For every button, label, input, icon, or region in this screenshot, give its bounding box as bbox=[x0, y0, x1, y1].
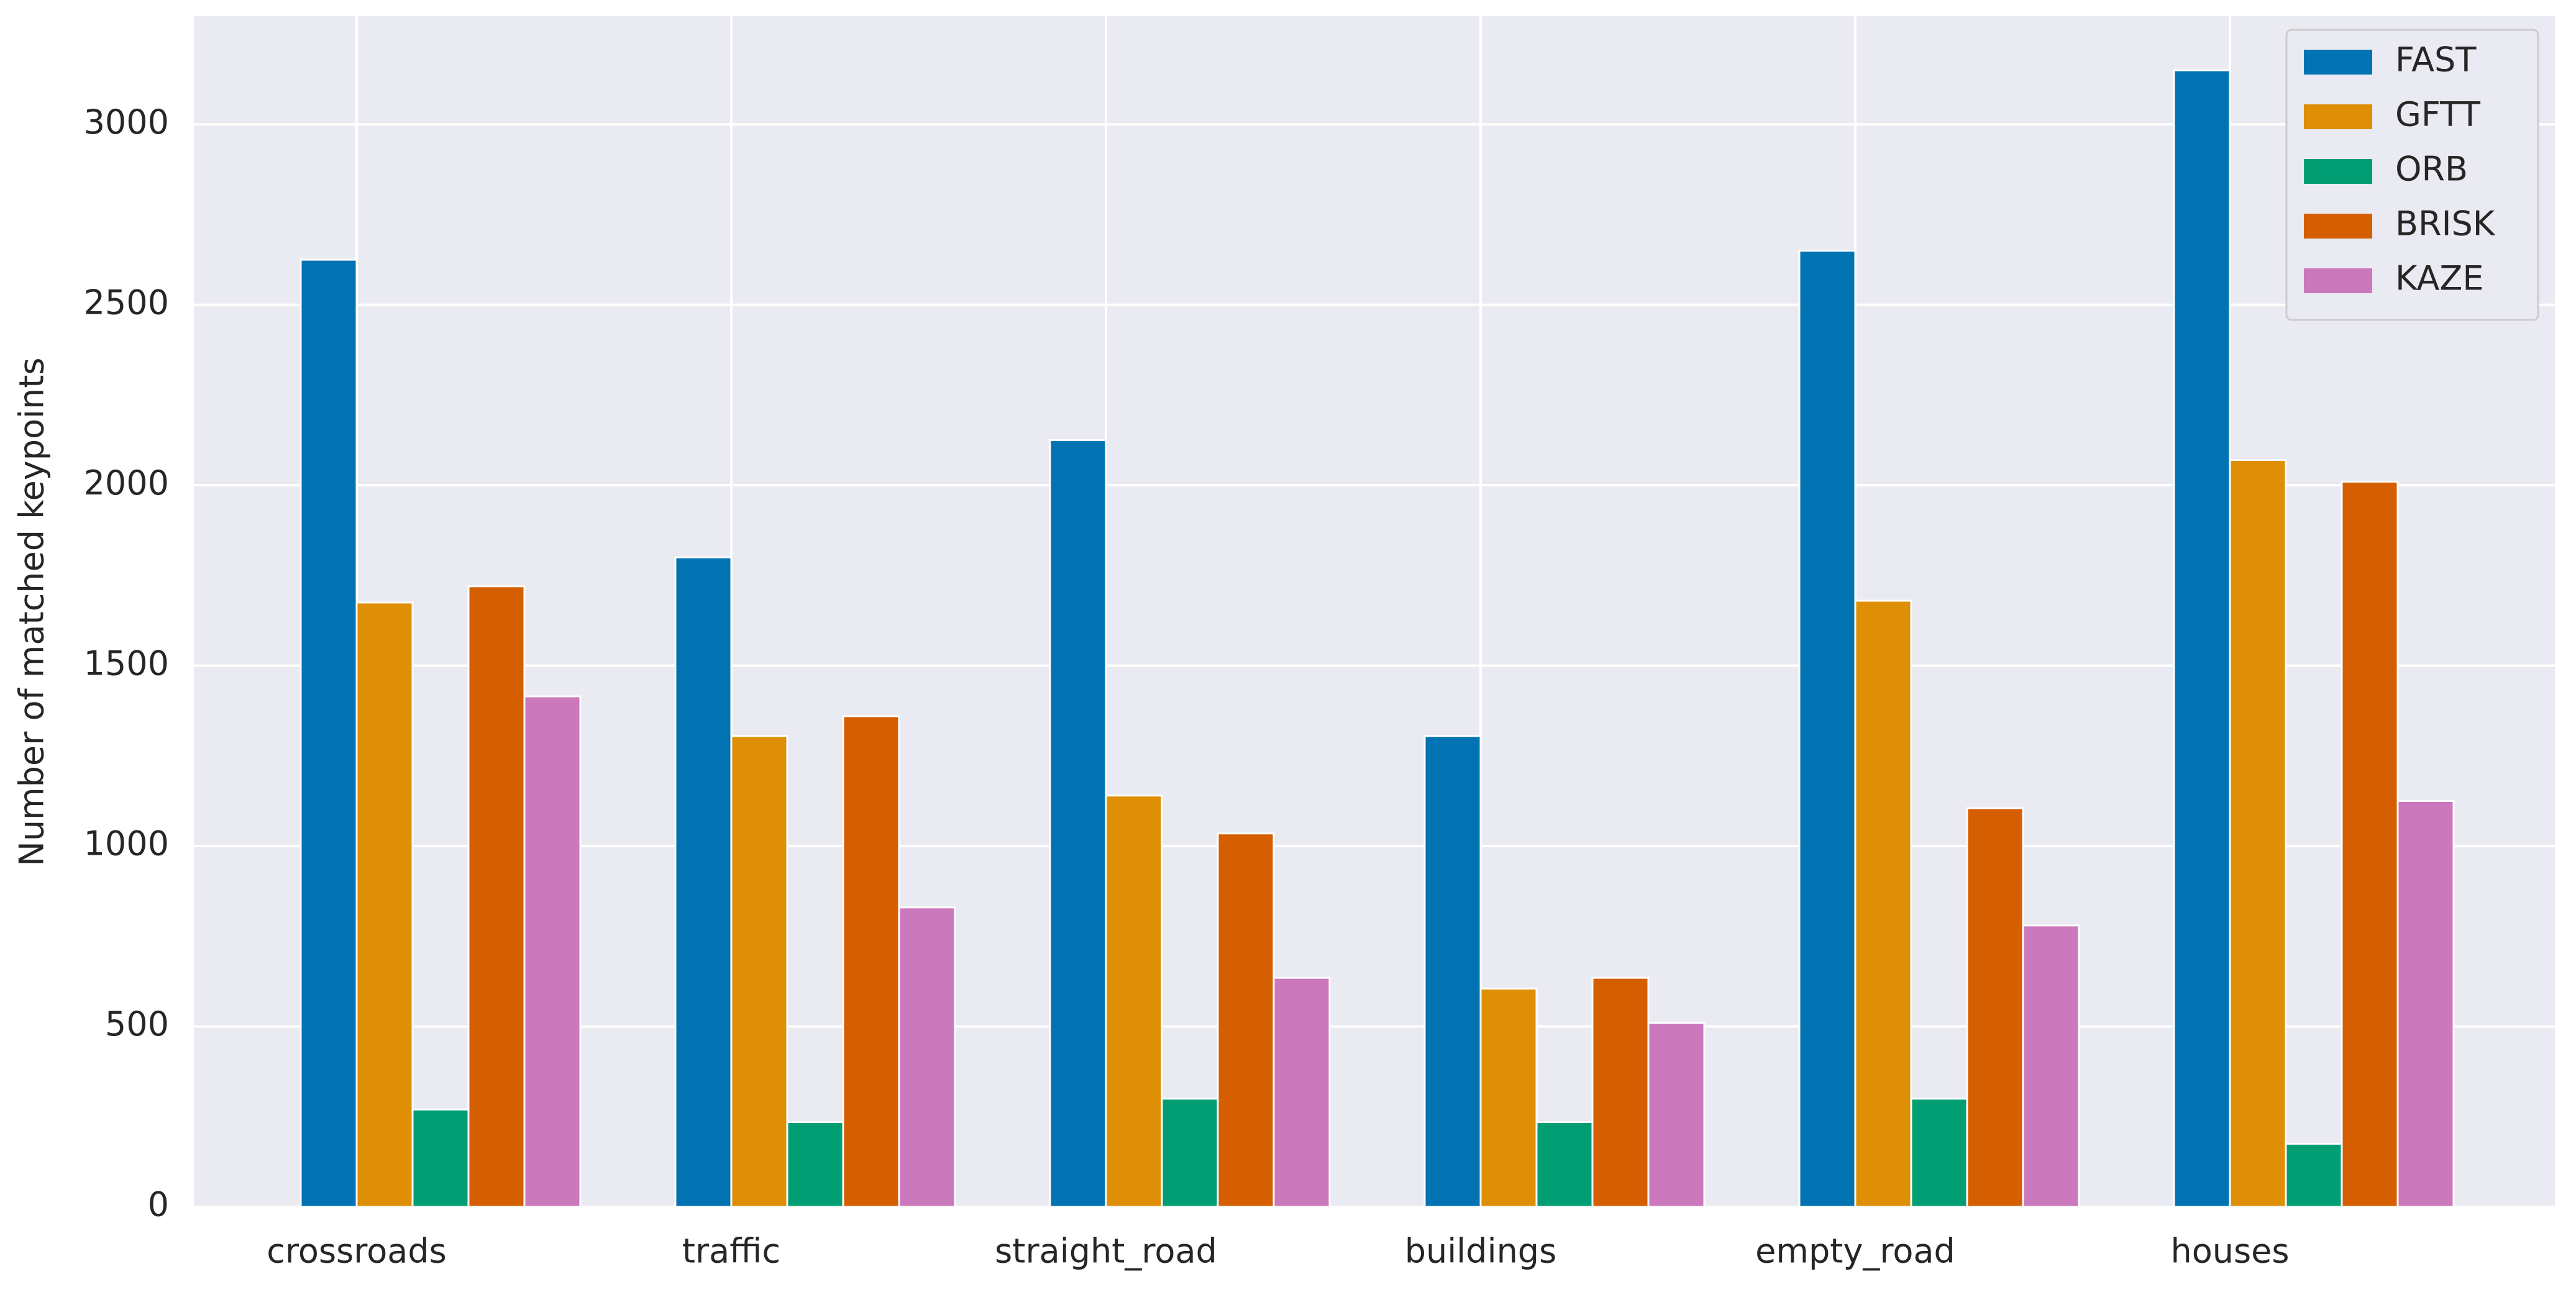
y-tick-label: 0 bbox=[148, 1185, 169, 1224]
x-tick-label: crossroads bbox=[267, 1232, 447, 1271]
x-tick-label: buildings bbox=[1405, 1232, 1556, 1271]
bar bbox=[1161, 1098, 1219, 1208]
legend-label: FAST bbox=[2395, 40, 2477, 80]
bar bbox=[2341, 480, 2399, 1208]
bar bbox=[2396, 799, 2455, 1208]
bar bbox=[1049, 439, 1107, 1208]
x-tick-label: straight_road bbox=[995, 1232, 1217, 1271]
legend-swatch bbox=[2304, 50, 2372, 75]
bar bbox=[523, 695, 582, 1208]
bar bbox=[299, 258, 358, 1208]
legend-swatch bbox=[2304, 214, 2372, 239]
x-tick-label: houses bbox=[2171, 1232, 2290, 1271]
bar bbox=[1910, 1098, 1968, 1208]
bar bbox=[1479, 988, 1538, 1208]
y-tick-label: 3000 bbox=[84, 102, 169, 142]
y-tick-label: 2000 bbox=[84, 463, 169, 503]
x-tick-label: traffic bbox=[682, 1232, 780, 1271]
y-tick-label: 2500 bbox=[84, 283, 169, 322]
legend-label: KAZE bbox=[2395, 259, 2484, 298]
bar bbox=[730, 735, 788, 1208]
bar bbox=[1105, 794, 1163, 1208]
bar bbox=[355, 601, 414, 1208]
bar bbox=[842, 715, 900, 1208]
legend-label: ORB bbox=[2395, 150, 2468, 189]
legend-label: GFTT bbox=[2395, 95, 2481, 134]
bar bbox=[1854, 599, 1912, 1208]
legend-box bbox=[2285, 29, 2539, 321]
bar bbox=[786, 1121, 844, 1208]
bar bbox=[2229, 459, 2287, 1208]
bar bbox=[674, 556, 733, 1208]
bar bbox=[411, 1108, 470, 1208]
legend-swatch bbox=[2304, 268, 2372, 293]
y-axis-label: Number of matched keypoints bbox=[12, 357, 52, 866]
x-tick-label: empty_road bbox=[1755, 1232, 1955, 1271]
bar bbox=[1966, 807, 2024, 1208]
bar bbox=[1272, 976, 1331, 1208]
y-tick-label: 1500 bbox=[84, 644, 169, 683]
bar bbox=[2285, 1142, 2343, 1208]
bar bbox=[1423, 735, 1482, 1208]
bar bbox=[1535, 1121, 1594, 1208]
bar bbox=[1217, 832, 1275, 1208]
plot-background bbox=[194, 16, 2555, 1207]
bar bbox=[1591, 976, 1650, 1208]
bar bbox=[1647, 1022, 1706, 1208]
bar bbox=[1798, 250, 1857, 1208]
y-tick-label: 1000 bbox=[84, 824, 169, 863]
bar bbox=[2022, 924, 2080, 1208]
bar bbox=[467, 585, 526, 1208]
legend-swatch bbox=[2304, 104, 2372, 129]
legend-swatch bbox=[2304, 159, 2372, 184]
legend-label: BRISK bbox=[2395, 204, 2496, 243]
y-tick-label: 500 bbox=[105, 1004, 169, 1044]
bar bbox=[898, 906, 956, 1208]
bar bbox=[2173, 69, 2231, 1208]
